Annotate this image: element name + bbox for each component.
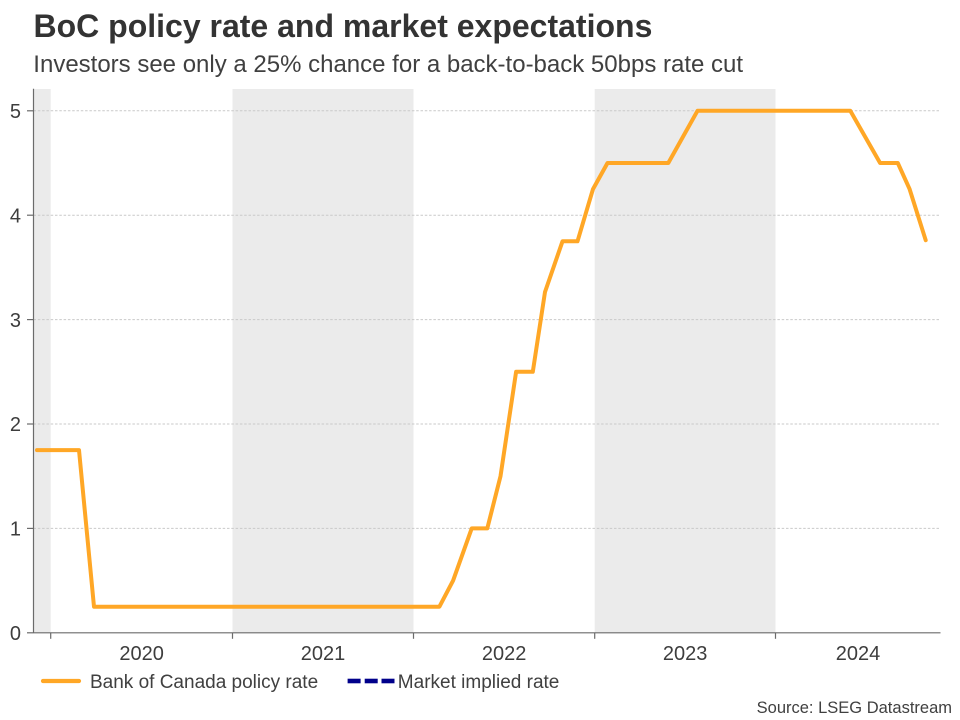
- svg-text:2024: 2024: [836, 643, 881, 665]
- svg-text:Market implied rate: Market implied rate: [398, 672, 560, 693]
- svg-text:0: 0: [10, 623, 21, 645]
- svg-text:Bank of Canada policy rate: Bank of Canada policy rate: [90, 672, 318, 693]
- svg-text:1: 1: [10, 519, 21, 541]
- svg-text:2023: 2023: [663, 643, 708, 665]
- svg-text:2022: 2022: [482, 643, 527, 665]
- svg-text:2: 2: [10, 414, 21, 436]
- svg-text:3: 3: [10, 310, 21, 332]
- svg-text:5: 5: [10, 101, 21, 123]
- svg-text:2021: 2021: [301, 643, 346, 665]
- svg-text:4: 4: [10, 205, 21, 227]
- svg-text:2020: 2020: [119, 643, 164, 665]
